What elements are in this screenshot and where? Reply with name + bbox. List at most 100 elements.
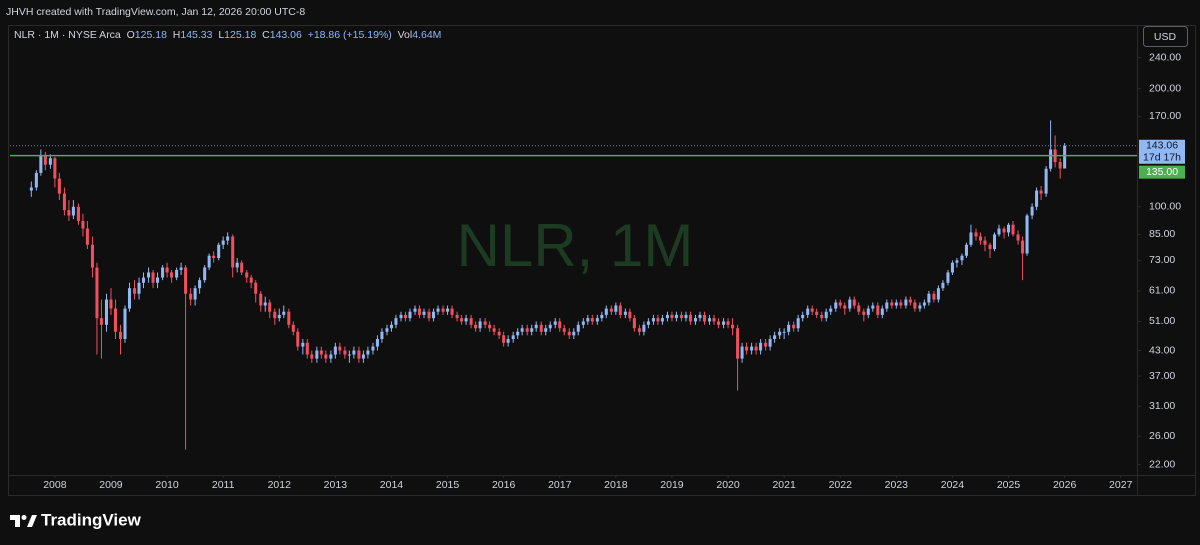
candle-body [1011, 224, 1015, 235]
candle-body [950, 262, 954, 273]
candle-body [806, 308, 810, 315]
chart-frame [8, 25, 1196, 496]
candle-body [249, 277, 253, 283]
candle-body [595, 318, 599, 322]
candle-body [329, 354, 333, 359]
candles [29, 120, 1067, 450]
x-tick-label: 2014 [380, 479, 404, 491]
candle-body [693, 318, 698, 322]
candle-body [137, 282, 141, 294]
candle-body [534, 324, 538, 329]
candle-body [474, 324, 478, 329]
candle-body [539, 324, 543, 332]
candle-body [773, 335, 777, 340]
candle-body [1021, 240, 1025, 254]
ohlc-prefix: O [126, 29, 135, 41]
candle-body [516, 331, 520, 336]
candle-body [899, 302, 903, 306]
last-price-box [1139, 139, 1185, 164]
candle-body [203, 267, 207, 281]
candle-body [57, 178, 61, 194]
candle-body [567, 331, 571, 336]
brand: TradingView [41, 510, 142, 529]
candle-body [600, 314, 604, 319]
candle-body [824, 311, 828, 319]
candle-body [315, 350, 319, 359]
candle-body [118, 331, 123, 340]
candle-body [964, 244, 968, 256]
y-tick-label: 240.00 [1149, 51, 1181, 63]
candle-body [291, 324, 295, 332]
currency-button[interactable] [1143, 26, 1188, 47]
watermark: NLR, 1M [457, 212, 694, 279]
candle-body [576, 324, 580, 332]
candle-body [637, 328, 641, 332]
candle-body [548, 324, 552, 329]
candle-body [446, 308, 450, 312]
level-label: 135.00 [1146, 166, 1178, 178]
y-tick-label: 31.00 [1149, 400, 1175, 412]
candle-body [422, 311, 426, 315]
candle-body [357, 350, 361, 359]
y-tick-label: 61.00 [1149, 285, 1175, 297]
candle-body [810, 308, 814, 312]
candle-body [632, 318, 636, 329]
candle-body [413, 308, 417, 312]
level-label-box [1139, 165, 1185, 179]
x-tick-label: 2024 [941, 479, 965, 491]
candle-body [67, 210, 71, 216]
candle-body [282, 311, 286, 315]
candle-body [1030, 206, 1034, 216]
candle-body [674, 314, 678, 319]
candle-body [530, 328, 534, 332]
candle-body [240, 262, 244, 273]
candle-body [890, 302, 894, 306]
candle-body [310, 354, 314, 359]
brand-logo [10, 515, 37, 527]
candle-body [581, 321, 585, 325]
candle-body [53, 158, 57, 179]
symbol: NLR · 1M · NYSE Arca [14, 29, 121, 41]
x-tick-label: 2013 [324, 479, 348, 491]
candle-body [628, 311, 632, 319]
candle-body [492, 328, 496, 332]
candle-body [754, 346, 758, 351]
x-tick-label: 2026 [1053, 479, 1077, 491]
candle-body [983, 240, 987, 245]
candle-body [778, 331, 782, 336]
candle-body [932, 293, 936, 300]
candle-body [740, 346, 744, 359]
candle-body [375, 339, 379, 347]
candle-body [660, 318, 664, 322]
candle-body [408, 311, 412, 319]
candle-body [90, 244, 94, 268]
candle-body [525, 328, 529, 332]
candle-body [464, 318, 468, 322]
candle-body [301, 342, 305, 347]
candle-body [562, 328, 566, 332]
candle-body [792, 324, 796, 329]
x-tick-label: 2016 [492, 479, 516, 491]
y-tick-label: 100.00 [1149, 201, 1181, 213]
candle-body [698, 314, 702, 319]
candle-body [460, 318, 464, 322]
candle-body [838, 302, 842, 306]
currency[interactable]: USD [1154, 31, 1177, 43]
candle-body [427, 311, 431, 319]
candle-body [189, 293, 193, 300]
candle-body [62, 193, 66, 211]
candle-body [347, 354, 351, 356]
candle-body [127, 288, 132, 309]
candle-body [679, 314, 684, 319]
candle-body [590, 318, 594, 322]
candle-body [871, 305, 875, 309]
candle-body [558, 321, 562, 329]
candle-body [455, 314, 459, 319]
candle-body [217, 244, 221, 259]
candle-body [974, 232, 978, 237]
candle-body [478, 321, 482, 329]
y-tick-label: 37.00 [1149, 370, 1175, 382]
candle-body [497, 331, 501, 336]
candle-body [768, 339, 772, 347]
